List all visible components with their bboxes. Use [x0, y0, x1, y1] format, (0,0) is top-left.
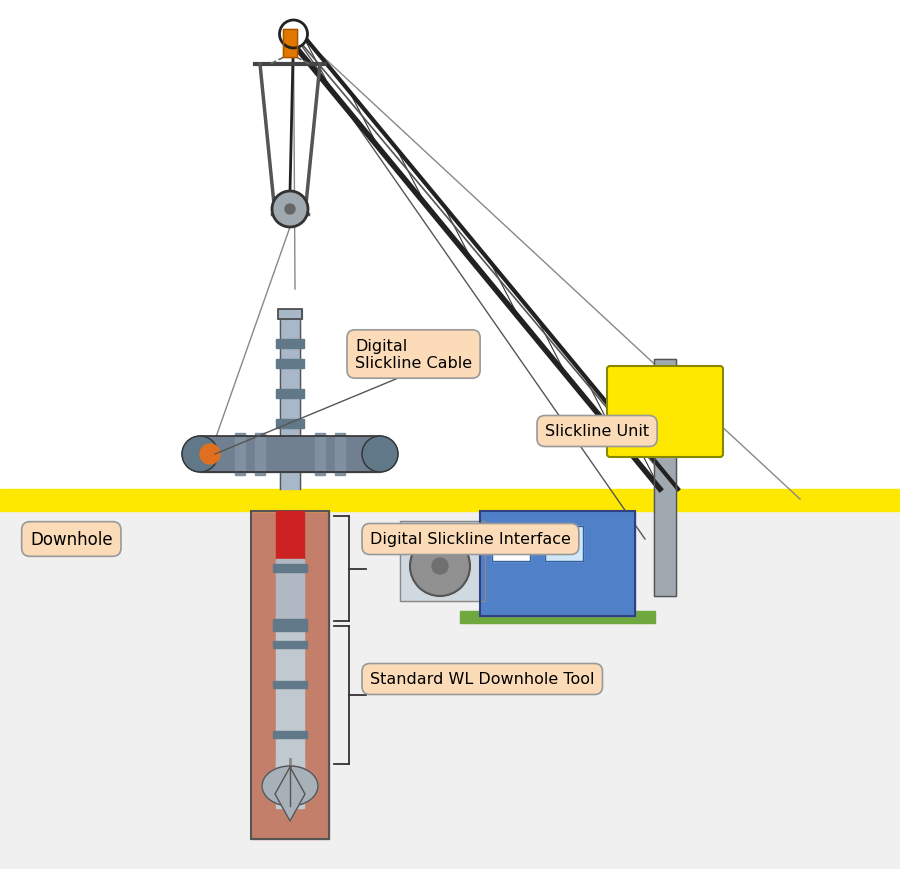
Bar — [480, 512, 635, 616]
Bar — [273, 641, 307, 648]
Bar — [255, 434, 265, 475]
Bar — [276, 340, 304, 348]
Bar — [276, 420, 304, 428]
Circle shape — [285, 205, 295, 215]
Bar — [400, 521, 485, 601]
Bar — [273, 731, 307, 738]
Text: Digital
Slickline Cable: Digital Slickline Cable — [355, 338, 472, 371]
FancyBboxPatch shape — [607, 367, 723, 457]
Bar — [278, 309, 302, 320]
Bar — [480, 512, 635, 616]
Bar — [251, 512, 329, 839]
Bar — [273, 564, 307, 573]
Bar — [283, 30, 297, 58]
Circle shape — [272, 192, 308, 228]
Bar — [0, 512, 900, 869]
Ellipse shape — [262, 766, 318, 806]
Bar — [276, 360, 304, 368]
Bar — [200, 436, 380, 473]
Bar — [276, 512, 304, 560]
Bar — [276, 389, 304, 399]
Bar — [251, 512, 329, 839]
Bar — [273, 620, 307, 627]
Circle shape — [182, 436, 218, 473]
Bar — [460, 611, 655, 623]
Bar — [276, 560, 304, 631]
Bar — [400, 521, 485, 601]
Bar — [276, 631, 304, 779]
Bar — [654, 360, 676, 596]
Text: Downhole: Downhole — [30, 530, 112, 548]
Bar — [283, 30, 297, 58]
Bar — [276, 440, 304, 448]
Bar — [0, 489, 900, 512]
Text: Slickline Unit: Slickline Unit — [545, 424, 649, 439]
Bar — [273, 623, 307, 631]
Text: Standard WL Downhole Tool: Standard WL Downhole Tool — [370, 672, 595, 687]
Circle shape — [362, 436, 398, 473]
Polygon shape — [275, 767, 305, 821]
Bar — [492, 527, 530, 561]
Text: Digital Slickline Interface: Digital Slickline Interface — [370, 532, 571, 547]
Bar — [492, 527, 530, 561]
Bar — [276, 760, 304, 808]
Circle shape — [432, 559, 448, 574]
Bar — [545, 527, 583, 561]
Bar — [545, 527, 583, 561]
Circle shape — [410, 536, 470, 596]
Bar — [654, 360, 676, 596]
Bar — [280, 315, 300, 489]
Bar — [278, 309, 302, 320]
Circle shape — [200, 444, 220, 464]
Bar — [235, 434, 245, 475]
Bar — [273, 681, 307, 688]
Bar — [335, 434, 345, 475]
Circle shape — [280, 21, 308, 49]
Bar — [315, 434, 325, 475]
Bar — [200, 436, 380, 473]
